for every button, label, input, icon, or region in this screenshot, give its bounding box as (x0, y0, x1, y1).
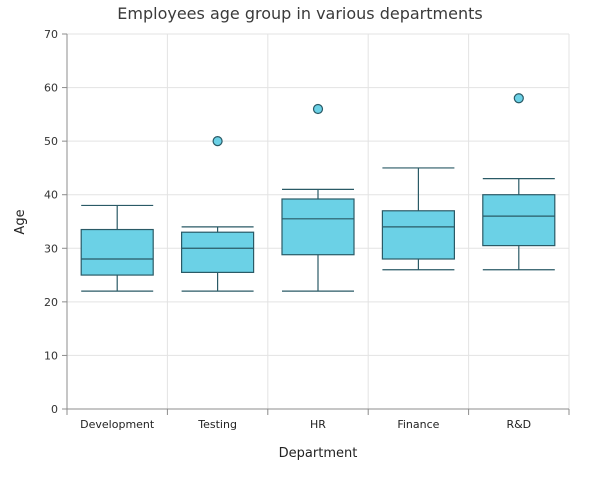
y-tick-label: 20 (44, 296, 58, 309)
iqr-box (181, 231, 255, 273)
y-tick-label: 0 (51, 403, 58, 416)
box-testing (181, 136, 255, 292)
x-tick-label: Finance (397, 418, 439, 431)
iqr-box (281, 198, 355, 256)
y-tick-label: 60 (44, 82, 58, 95)
y-tick-label: 40 (44, 189, 58, 202)
x-tick-label: Testing (197, 418, 237, 431)
box-series (80, 93, 556, 292)
y-tick-label: 10 (44, 349, 58, 362)
y-tick-label: 30 (44, 242, 58, 255)
x-tick-label: HR (310, 418, 326, 431)
iqr-box (381, 210, 455, 260)
y-tick-labels: 0 10 20 30 40 50 60 70 (44, 28, 58, 416)
box-r-d (482, 93, 556, 271)
outlier-point (212, 136, 223, 147)
box-development (80, 204, 154, 292)
y-axis-title: Age (13, 209, 28, 234)
outlier-point (312, 103, 324, 115)
iqr-box (80, 228, 154, 276)
outlier-point (513, 93, 524, 104)
x-tick-label: R&D (506, 418, 531, 431)
x-tick-label: Development (80, 418, 155, 431)
y-tick-label: 50 (44, 135, 58, 148)
box-finance (381, 167, 455, 271)
chart-title: Employees age group in various departmen… (117, 4, 482, 23)
x-tick-labels: Development Testing HR Finance R&D (80, 418, 531, 431)
iqr-box (482, 194, 556, 247)
x-axis-title: Department (279, 446, 358, 461)
y-tick-label: 70 (44, 28, 58, 41)
axes (62, 33, 570, 415)
box-hr (281, 103, 355, 292)
